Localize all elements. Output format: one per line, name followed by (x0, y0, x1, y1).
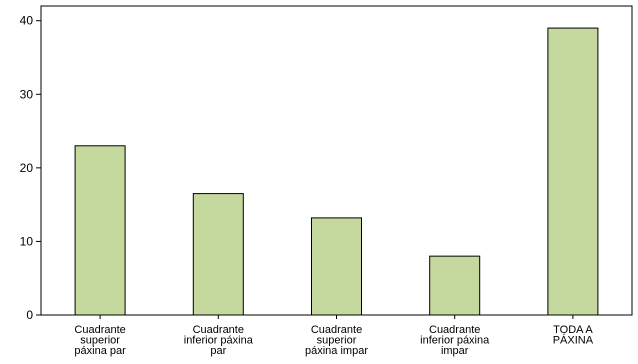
y-tick-label: 40 (20, 14, 34, 28)
bar (429, 255, 481, 316)
bar (311, 217, 362, 316)
bar (74, 145, 126, 316)
x-axis-labels: Cuadrante superior páxina par Cuadrante infe… (74, 315, 594, 357)
x-tick-label: Cuadrante superior páxina par (74, 324, 126, 357)
y-tick-label: 10 (20, 234, 34, 248)
x-tick-label: Cuadrante superior páxina impar (305, 324, 368, 357)
bars (74, 27, 599, 316)
y-tick-label: 20 (20, 161, 34, 175)
y-tick-label: 30 (20, 87, 34, 101)
bar (192, 193, 244, 316)
y-axis-ticks: 0 10 20 30 40 (20, 14, 41, 322)
x-tick-label: Cuadrante inferior páxina par (184, 324, 254, 357)
x-tick-label: TODA A PÁXINA (553, 324, 594, 347)
x-tick-label: Cuadrante inferior páxina impar (420, 324, 490, 357)
y-tick-label: 0 (26, 308, 33, 322)
bar (547, 27, 599, 316)
